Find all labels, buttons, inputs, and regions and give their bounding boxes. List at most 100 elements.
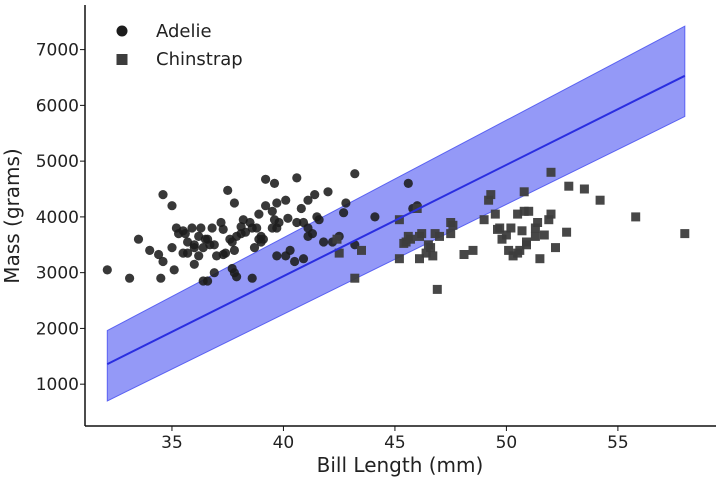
- point-adelie: [256, 231, 266, 241]
- point-adelie: [272, 198, 282, 208]
- x-tick-label: 55: [607, 433, 629, 453]
- point-chinstrap: [522, 240, 531, 250]
- point-chinstrap: [459, 250, 469, 259]
- point-adelie: [167, 243, 177, 253]
- point-adelie: [203, 276, 213, 286]
- point-adelie: [154, 249, 164, 260]
- point-chinstrap: [506, 223, 516, 233]
- confidence-band-layer: [106, 25, 686, 402]
- point-chinstrap: [432, 284, 442, 294]
- point-adelie: [247, 273, 257, 283]
- legend-marker-adelie: [116, 25, 128, 37]
- point-chinstrap: [535, 254, 545, 264]
- point-chinstrap: [564, 181, 574, 191]
- regression-line: [106, 74, 686, 365]
- point-adelie: [133, 234, 144, 244]
- point-chinstrap: [428, 251, 438, 261]
- point-adelie: [249, 243, 260, 253]
- x-tick-label: 35: [161, 433, 183, 453]
- point-adelie: [272, 251, 282, 261]
- point-adelie: [158, 190, 168, 200]
- point-chinstrap: [579, 184, 589, 194]
- point-adelie: [223, 185, 233, 195]
- legend: Adelie Chinstrap: [116, 21, 243, 70]
- point-adelie: [187, 223, 197, 233]
- point-chinstrap: [539, 230, 549, 240]
- point-adelie: [125, 273, 135, 283]
- point-adelie: [189, 259, 199, 269]
- point-adelie: [178, 226, 188, 236]
- point-adelie: [298, 254, 309, 264]
- point-adelie: [207, 223, 217, 233]
- y-axis-label: Mass (grams): [0, 148, 24, 283]
- point-adelie: [169, 265, 179, 275]
- point-adelie: [156, 273, 166, 283]
- point-adelie: [209, 240, 219, 250]
- point-adelie: [290, 256, 300, 267]
- point-adelie: [303, 195, 313, 205]
- point-chinstrap: [468, 245, 478, 255]
- point-adelie: [189, 243, 199, 253]
- point-chinstrap: [415, 254, 424, 264]
- point-adelie: [261, 174, 271, 184]
- point-chinstrap: [486, 190, 496, 200]
- point-adelie: [102, 265, 112, 275]
- x-tick-label: 50: [496, 433, 518, 453]
- point-chinstrap: [435, 231, 444, 241]
- point-chinstrap: [394, 254, 404, 264]
- point-adelie: [403, 178, 413, 188]
- point-adelie: [229, 245, 239, 255]
- point-chinstrap: [334, 248, 344, 258]
- point-chinstrap: [631, 212, 641, 222]
- point-chinstrap: [524, 206, 534, 216]
- x-tick-label: 40: [273, 433, 295, 453]
- point-adelie: [203, 234, 213, 244]
- point-chinstrap: [519, 187, 529, 197]
- point-chinstrap: [530, 231, 540, 241]
- point-adelie: [254, 209, 264, 219]
- y-ticks: 1000 2000 3000 4000 5000 6000 7000: [36, 41, 85, 395]
- point-adelie: [196, 223, 206, 233]
- point-chinstrap: [595, 195, 605, 205]
- point-chinstrap: [490, 209, 500, 219]
- y-tick-label: 3000: [36, 264, 79, 284]
- point-adelie: [209, 268, 219, 278]
- point-adelie: [183, 248, 193, 258]
- point-adelie: [314, 215, 324, 225]
- point-chinstrap: [501, 230, 511, 240]
- point-adelie: [227, 263, 237, 274]
- point-adelie: [281, 251, 291, 261]
- point-chinstrap: [513, 248, 523, 258]
- point-adelie: [218, 249, 228, 260]
- y-tick-label: 1000: [36, 375, 79, 395]
- y-tick-label: 4000: [36, 208, 79, 228]
- point-adelie: [267, 206, 277, 216]
- point-adelie: [145, 245, 155, 255]
- legend-label-adelie: Adelie: [156, 21, 212, 42]
- x-ticks: 35 40 45 50 55: [161, 426, 629, 453]
- point-chinstrap: [406, 234, 415, 244]
- point-adelie: [229, 198, 239, 208]
- point-adelie: [269, 178, 280, 188]
- point-adelie: [339, 208, 349, 218]
- data-points-layer: [102, 167, 690, 294]
- regression-line-layer: [106, 74, 686, 365]
- point-chinstrap: [421, 248, 431, 258]
- point-chinstrap: [448, 220, 458, 230]
- legend-label-chinstrap: Chinstrap: [156, 49, 243, 70]
- point-adelie: [261, 201, 271, 211]
- point-adelie: [350, 169, 360, 179]
- point-adelie: [194, 251, 204, 261]
- point-adelie: [319, 237, 329, 247]
- point-chinstrap: [546, 167, 556, 177]
- point-chinstrap: [479, 215, 489, 225]
- y-tick-label: 7000: [36, 41, 79, 61]
- point-chinstrap: [530, 223, 540, 233]
- x-axis-label: Bill Length (mm): [317, 453, 484, 477]
- point-chinstrap: [484, 195, 494, 205]
- point-adelie: [216, 217, 226, 228]
- x-tick-label: 45: [384, 433, 406, 453]
- point-chinstrap: [551, 243, 560, 253]
- point-adelie: [310, 190, 320, 200]
- point-adelie: [158, 256, 168, 267]
